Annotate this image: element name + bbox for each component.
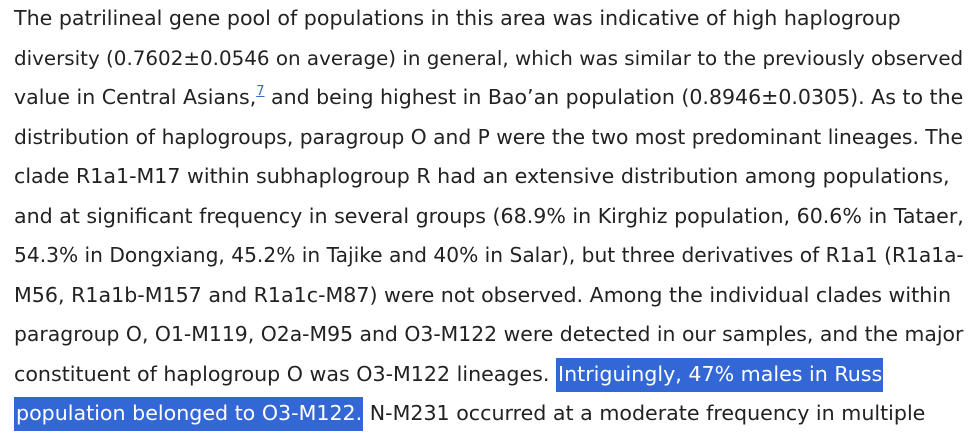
- text-line-4: distribution of haplogroups, paragroup O…: [14, 118, 964, 158]
- line-text: The patrilineal gene pool of populations…: [14, 6, 901, 30]
- text-line-5: clade R1a1-M17 within subhaplogroup R ha…: [14, 157, 964, 197]
- line-text: and being highest in Bao’an population (…: [264, 85, 964, 109]
- line-text: paragroup O, O1-M119, O2a-M95 and O3-M12…: [14, 322, 964, 346]
- line-text: N-M231 occurred at a moderate frequency …: [363, 401, 926, 425]
- selected-text[interactable]: Intriguingly, 47% males in Russ: [556, 357, 884, 392]
- article-body: The patrilineal gene pool of populations…: [14, 0, 964, 434]
- text-line-2: diversity (0.7602±0.0546 on average) in …: [14, 39, 964, 79]
- line-text: constituent of haplogroup O was O3-M122 …: [14, 361, 556, 386]
- text-line-9: paragroup O, O1-M119, O2a-M95 and O3-M12…: [14, 315, 964, 355]
- text-line-8: M56, R1a1b-M157 and R1a1c-M87) were not …: [14, 276, 964, 316]
- line-text: M56, R1a1b-M157 and R1a1c-M87) were not …: [14, 282, 952, 307]
- line-text: value in Central Asians,: [14, 85, 257, 109]
- text-line-3: value in Central Asians,7 and being high…: [14, 78, 964, 118]
- selected-text[interactable]: population belonged to O3-M122.: [14, 397, 364, 431]
- text-line-6: and at significant frequency in several …: [14, 197, 964, 237]
- line-text: and at significant frequency in several …: [14, 203, 964, 228]
- text-line-7: 54.3% in Dongxiang, 45.2% in Tajike and …: [14, 236, 964, 276]
- line-text: distribution of haplogroups, paragroup O…: [14, 124, 963, 149]
- line-text: diversity (0.7602±0.0546 on average) in …: [14, 46, 964, 70]
- line-text: clade R1a1-M17 within subhaplogroup R ha…: [14, 164, 950, 188]
- text-line-10: constituent of haplogroup O was O3-M122 …: [14, 355, 964, 395]
- text-line-11: population belonged to O3-M122. N-M231 o…: [14, 394, 964, 434]
- line-text: 54.3% in Dongxiang, 45.2% in Tajike and …: [14, 243, 964, 267]
- text-line-1: The patrilineal gene pool of populations…: [14, 0, 964, 39]
- citation-link[interactable]: 7: [256, 84, 265, 99]
